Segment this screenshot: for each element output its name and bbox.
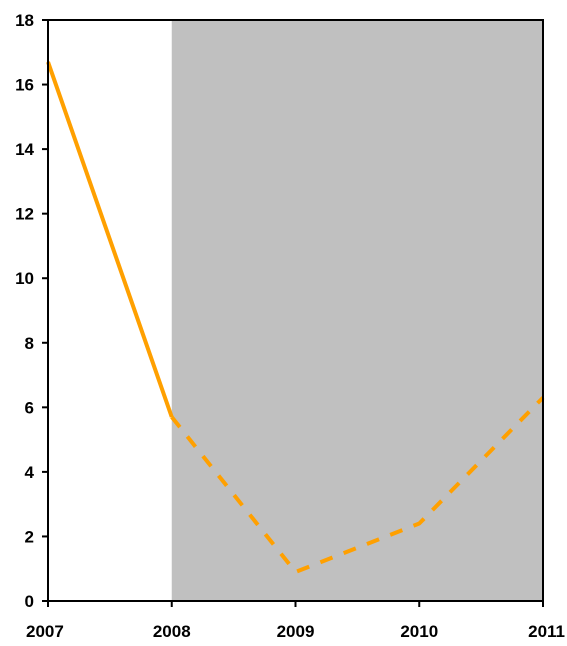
y-tick-label: 2 bbox=[25, 527, 34, 546]
x-tick-label: 2008 bbox=[153, 622, 191, 641]
y-tick-label: 10 bbox=[15, 269, 34, 288]
y-tick-label: 0 bbox=[25, 592, 34, 611]
y-tick-label: 12 bbox=[15, 205, 34, 224]
y-tick-label: 18 bbox=[15, 11, 34, 30]
tick-labels: 2007 2008 2009 2010 2011 0 2 4 6 8 10 12 14 16 18 bbox=[15, 11, 565, 641]
series-layer bbox=[46, 61, 545, 574]
shaded-region-layer bbox=[171, 20, 543, 601]
y-tick-label: 4 bbox=[25, 463, 35, 482]
x-tick-label: 2007 bbox=[26, 622, 64, 641]
y-tick-label: 16 bbox=[15, 76, 34, 95]
x-tick-label: 2010 bbox=[400, 622, 438, 641]
shaded-region bbox=[171, 20, 543, 601]
y-tick-label: 14 bbox=[15, 140, 34, 159]
y-tick-label: 6 bbox=[25, 398, 34, 417]
x-tick-label: 2009 bbox=[277, 622, 315, 641]
axes bbox=[42, 19, 544, 607]
x-tick-label: 2011 bbox=[528, 622, 565, 641]
y-tick-label: 8 bbox=[25, 334, 34, 353]
solid-series-line bbox=[46, 61, 174, 418]
